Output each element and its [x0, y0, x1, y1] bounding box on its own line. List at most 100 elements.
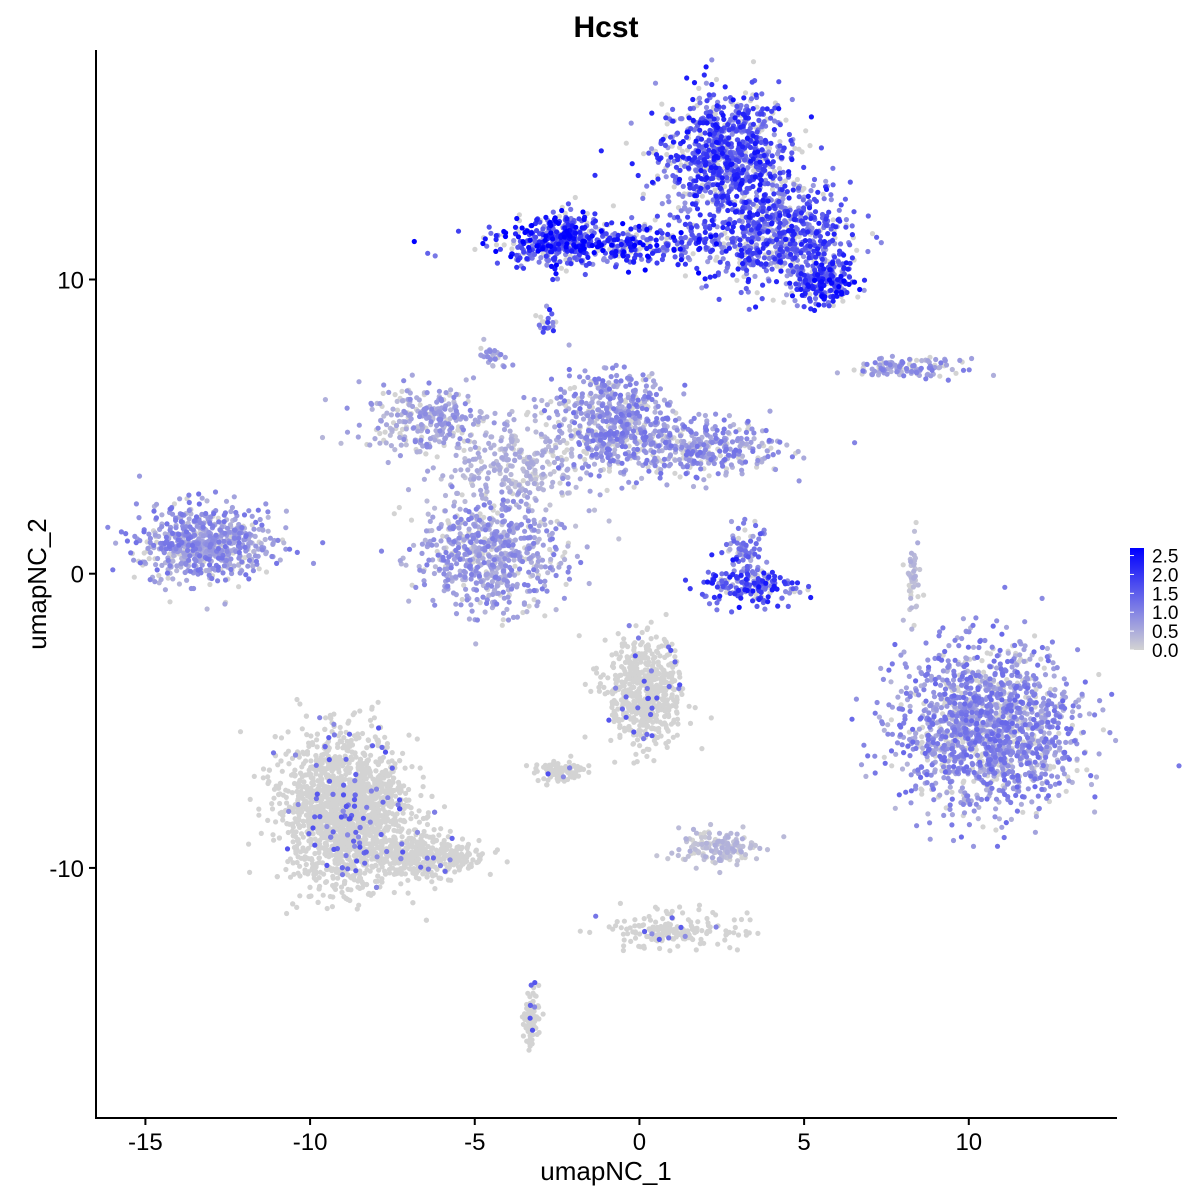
cell-point	[316, 849, 322, 856]
cell-point	[433, 838, 439, 844]
cell-point	[553, 607, 559, 613]
cell-point	[568, 753, 574, 759]
cell-point	[530, 990, 536, 996]
cell-point	[648, 636, 654, 642]
cell-point	[633, 751, 639, 757]
cell-point	[372, 878, 379, 885]
cell-point	[615, 631, 621, 637]
cell-point	[622, 399, 629, 405]
cell-point	[734, 277, 740, 283]
cell-point	[553, 770, 559, 777]
cell-point	[631, 677, 637, 683]
cell-point	[771, 168, 778, 174]
cell-point	[588, 688, 594, 695]
cell-point	[311, 875, 317, 881]
cell-point	[536, 536, 542, 542]
cell-point	[345, 747, 351, 754]
cell-point	[913, 519, 919, 526]
cell-point	[708, 821, 714, 828]
cell-point	[1047, 763, 1053, 769]
cell-point	[523, 763, 530, 769]
cell-point	[439, 856, 445, 862]
cell-point	[540, 487, 547, 493]
cell-point	[516, 212, 523, 218]
cell-point	[565, 490, 571, 496]
cell-point	[584, 450, 590, 456]
cell-point	[436, 439, 442, 445]
cell-point	[331, 763, 338, 769]
cell-point	[330, 873, 336, 879]
cell-point	[478, 345, 484, 351]
cell-point	[782, 178, 788, 184]
cell-point	[960, 739, 966, 745]
cell-point	[392, 392, 398, 398]
cell-point	[468, 861, 474, 867]
cell-point	[167, 599, 173, 605]
cell-point	[373, 795, 379, 801]
cell-point	[359, 730, 366, 737]
cell-point	[630, 741, 636, 747]
cell-point	[345, 872, 351, 878]
cell-point	[692, 846, 698, 852]
cell-point	[629, 690, 636, 697]
cell-point	[368, 802, 374, 808]
cell-point	[539, 319, 546, 325]
cell-point	[283, 794, 289, 801]
cell-point	[755, 930, 761, 937]
cell-point	[662, 654, 668, 661]
cell-point	[532, 418, 538, 424]
cell-point	[971, 778, 977, 784]
cell-point	[660, 916, 666, 922]
cell-point	[459, 836, 466, 842]
cell-point	[520, 1033, 527, 1039]
cell-point	[490, 363, 496, 369]
cell-point	[692, 705, 698, 711]
cell-point	[908, 605, 915, 611]
cell-point	[359, 780, 365, 786]
cell-point	[654, 683, 660, 690]
cell-point	[388, 782, 394, 788]
cell-point	[757, 845, 763, 852]
cell-point	[290, 824, 296, 830]
cell-point	[637, 728, 644, 734]
cell-point	[331, 884, 337, 891]
cell-point	[533, 429, 539, 435]
cell-point	[416, 808, 422, 814]
cell-point	[663, 639, 669, 645]
cell-point	[646, 746, 652, 753]
cell-point	[937, 373, 943, 379]
cell-point	[734, 831, 740, 837]
cell-point	[993, 827, 999, 833]
cell-point	[855, 294, 861, 300]
cell-point	[408, 517, 415, 523]
cell-point	[283, 751, 289, 757]
cell-point	[676, 847, 682, 853]
cell-point	[280, 813, 286, 819]
cell-point	[390, 817, 396, 824]
cell-point	[355, 884, 361, 890]
cell-point	[641, 151, 647, 157]
cell-point	[642, 715, 648, 721]
cell-point	[297, 863, 303, 869]
cell-point	[593, 665, 600, 671]
cell-point	[621, 725, 628, 731]
cell-point	[619, 679, 625, 685]
cell-point	[509, 246, 515, 252]
cell-point	[1056, 730, 1062, 736]
cell-point	[382, 789, 388, 796]
cell-point	[600, 672, 606, 678]
cell-point	[459, 596, 465, 603]
cell-point	[381, 859, 387, 866]
cell-point	[424, 498, 430, 504]
cell-point	[409, 857, 415, 863]
cell-point	[770, 297, 776, 303]
cell-point	[308, 764, 314, 770]
cell-point	[165, 575, 171, 581]
cell-point	[459, 853, 465, 859]
cell-point	[717, 453, 724, 459]
cell-point	[237, 729, 244, 735]
cell-point	[380, 754, 386, 760]
cell-point	[338, 730, 344, 736]
cell-point	[414, 736, 420, 742]
cell-point	[423, 917, 429, 923]
